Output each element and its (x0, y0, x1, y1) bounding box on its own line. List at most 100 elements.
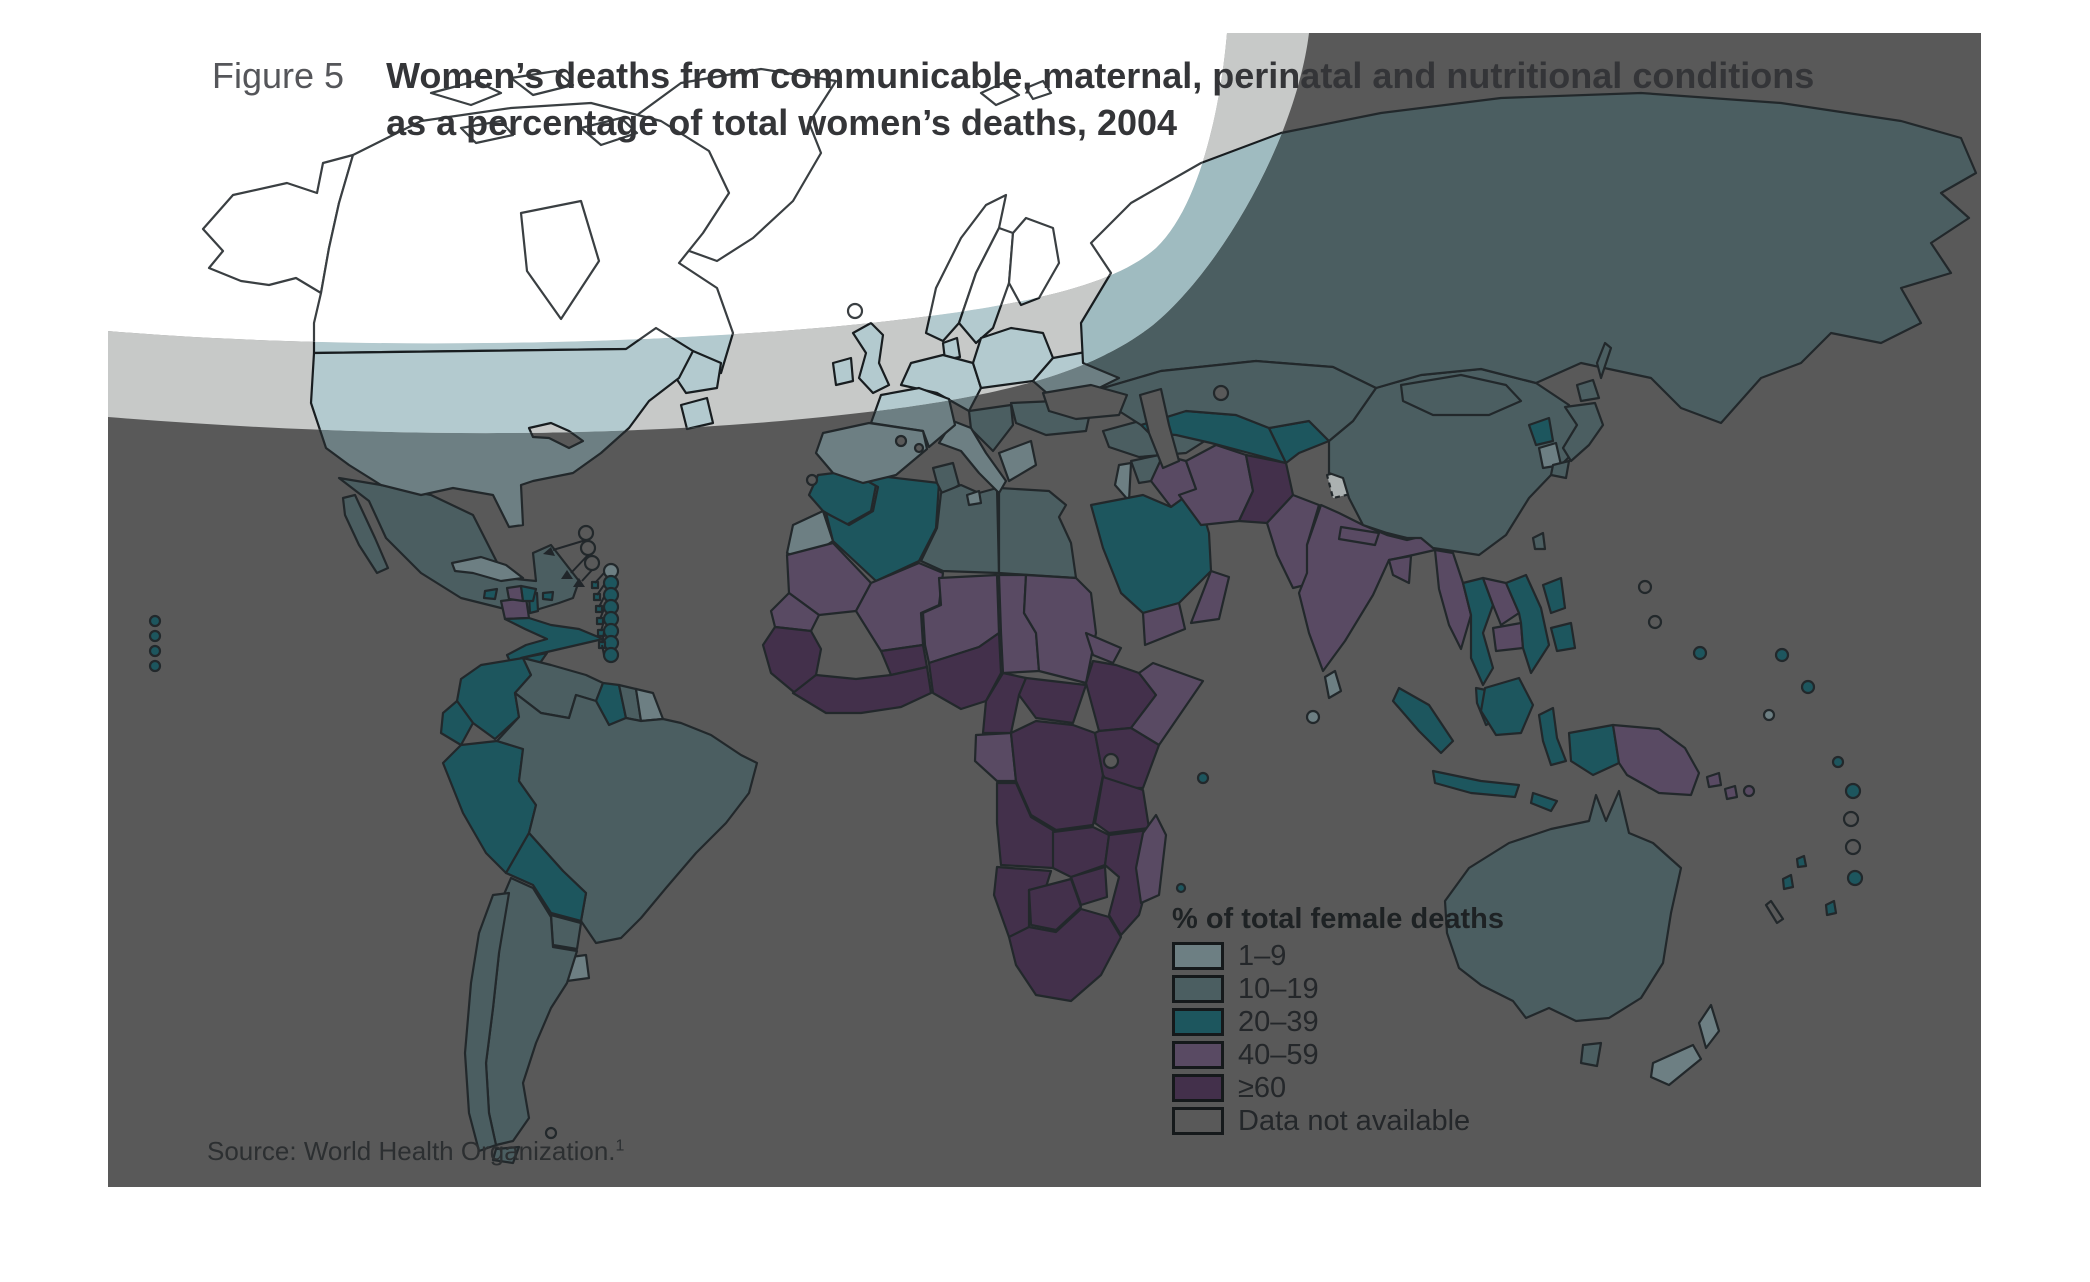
figure-title-text: Women’s deaths from communicable, matern… (386, 52, 1814, 146)
mediterranean-island (894, 434, 908, 448)
legend-swatch-cat2 (1172, 975, 1224, 1003)
country-bangladesh (1387, 554, 1413, 585)
great-lakes (527, 421, 585, 434)
atlantic-island (805, 473, 819, 487)
legend-swatch-cat4 (1172, 1041, 1224, 1069)
country-mongolia (1399, 373, 1523, 417)
island-newfoundland (679, 396, 715, 431)
lake-victoria (1102, 752, 1120, 770)
island-marker-ring (577, 524, 595, 542)
pacific-island (148, 659, 162, 673)
country-poland-baltics (971, 326, 1055, 390)
map-countries-north (201, 67, 1227, 344)
solomon-islands (1705, 771, 1739, 801)
country-ireland (831, 356, 855, 387)
country-india (1297, 503, 1437, 673)
island-new-guinea-west (1567, 723, 1621, 777)
arctic-island (429, 69, 639, 147)
pacific-island (1742, 784, 1756, 798)
legend-label: 20–39 (1238, 1005, 1319, 1038)
figure-title: Figure 5 Women’s deaths from communicabl… (212, 52, 1814, 146)
source-note: Source: World Health Organization.1 (207, 1136, 624, 1167)
country-chile (463, 891, 511, 1153)
legend-label: 40–59 (1238, 1038, 1319, 1071)
country-japan (1549, 378, 1605, 480)
legend-label: Data not available (1238, 1104, 1471, 1137)
legend-item: 10–19 (1172, 973, 1504, 1005)
country-balkans (967, 403, 1015, 453)
pacific-island (1762, 708, 1776, 722)
pacific-ring (1637, 579, 1653, 595)
legend-swatch-cat1 (1172, 942, 1224, 970)
legend-label: ≥60 (1238, 1071, 1287, 1104)
pacific-island (1774, 647, 1790, 663)
country-nepal (1337, 525, 1381, 547)
country-papua-new-guinea (1611, 723, 1701, 797)
country-egypt (997, 486, 1078, 580)
hudson-bay (519, 199, 601, 321)
aral-sea (1212, 384, 1230, 402)
country-united-states (309, 326, 695, 434)
legend-label: 1–9 (1238, 939, 1287, 972)
legend-item: 20–39 (1172, 1006, 1504, 1038)
fiji-ring (1844, 838, 1862, 856)
island-sakhalin (1595, 341, 1613, 380)
black-sea (1041, 383, 1129, 421)
legend-item: Data not available (1172, 1105, 1504, 1137)
country-north-korea (1527, 416, 1555, 447)
map-countries-south (148, 367, 1864, 1165)
figure-number: Figure 5 (212, 55, 345, 96)
island-borneo (1479, 676, 1535, 737)
islands-svalbard (979, 79, 1053, 107)
island-timor (1529, 791, 1559, 813)
pacific-ring (1647, 614, 1663, 630)
maldives (1305, 709, 1321, 725)
island-tasmania (1579, 1041, 1603, 1068)
country-laos (1481, 576, 1521, 627)
mediterranean-island (913, 442, 925, 454)
country-gabon-congo (973, 731, 1018, 783)
legend-swatch-cat3 (1172, 1008, 1224, 1036)
country-namibia (992, 865, 1053, 939)
country-greece (997, 439, 1038, 483)
pacific-island (148, 629, 162, 643)
indian-ocean-island (1196, 771, 1210, 785)
country-cuba (450, 555, 525, 583)
country-central-african-republic (1017, 676, 1088, 725)
tierra-del-fuego (491, 1145, 521, 1165)
country-russia (1079, 91, 1978, 425)
country-myanmar (1433, 548, 1473, 651)
legend-title: % of total female deaths (1172, 903, 1504, 935)
legend-label: 10–19 (1238, 972, 1319, 1005)
world-map (108, 33, 1981, 1187)
island-marker-ring (583, 554, 601, 572)
pacific-island (148, 614, 162, 628)
island-sulawesi (1537, 706, 1568, 767)
country-jamaica (482, 587, 499, 601)
country-dominican-republic (519, 584, 538, 603)
country-botswana (1027, 877, 1083, 932)
pacific-island (148, 644, 162, 658)
island-java (1431, 769, 1521, 799)
figure-title-line1: Women’s deaths from communicable, matern… (386, 55, 1815, 96)
pacific-island (1692, 645, 1708, 661)
country-tanzania (1093, 775, 1151, 835)
island-ring (846, 302, 864, 320)
country-cambodia (1491, 621, 1525, 653)
country-taiwan (1531, 531, 1547, 551)
country-philippines (1541, 576, 1577, 653)
falkland-islands (544, 1126, 558, 1140)
island-marker-ring (579, 539, 597, 557)
legend-items: 1–9 10–19 20–39 40–59 ≥60 Data not available (1172, 940, 1504, 1137)
country-brazil (495, 691, 759, 945)
country-west-africa-coast (791, 665, 933, 715)
country-eritrea (1084, 631, 1123, 665)
country-puerto-rico (541, 590, 555, 602)
pacific-island (1800, 679, 1816, 695)
fiji-ring (1842, 810, 1860, 828)
island-sumatra (1391, 686, 1455, 755)
country-south-africa (1007, 907, 1123, 1003)
country-bolivia (504, 831, 588, 923)
country-ecuador (439, 699, 475, 747)
